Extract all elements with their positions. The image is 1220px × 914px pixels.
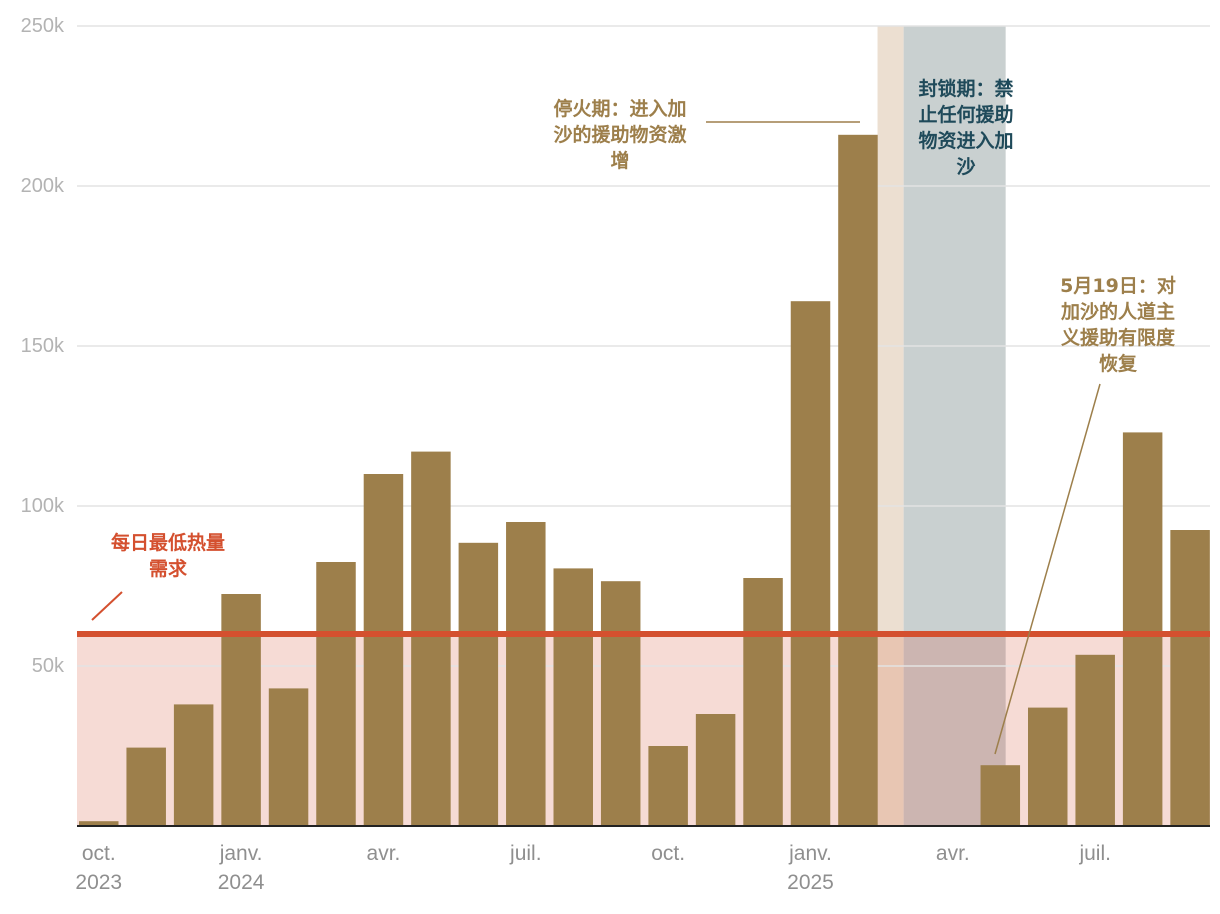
bar xyxy=(980,765,1021,826)
bar xyxy=(221,594,261,826)
bar xyxy=(648,746,688,826)
y-tick-label: 50k xyxy=(32,655,65,677)
may-19-label-line: 加沙的人道主 xyxy=(1060,300,1175,323)
ceasefire-label-line: 沙的援助物资激 xyxy=(553,123,686,146)
x-tick-line: avr. xyxy=(936,842,970,865)
x-tick-label: avr. xyxy=(936,842,970,865)
may-19-label-line: 义援助有限度 xyxy=(1061,326,1176,349)
x-tick-line: juil. xyxy=(509,842,542,865)
x-tick-label: oct. xyxy=(651,842,685,865)
threshold-label: 每日最低热量需求 xyxy=(111,531,225,580)
bar xyxy=(506,522,546,826)
x-tick-line: juil. xyxy=(1078,842,1111,865)
blockade-label-line: 沙 xyxy=(956,156,975,178)
bar xyxy=(173,704,214,826)
ceasefire-label: 停火期：进入加沙的援助物资激增 xyxy=(553,97,686,172)
y-tick-label: 200k xyxy=(21,175,65,197)
x-tick-line: janv. xyxy=(788,842,832,865)
bar xyxy=(1170,530,1210,826)
blockade-label-line: 封锁期：禁 xyxy=(918,77,1013,100)
bar xyxy=(553,568,593,826)
bar xyxy=(790,301,831,826)
annotations: 每日最低热量需求 停火期：进入加沙的援助物资激增 封锁期：禁止任何援助物资进入加沙 5… xyxy=(91,77,1176,755)
x-tick-line: oct. xyxy=(651,842,685,865)
gridlines xyxy=(77,25,1210,667)
y-tick-label: 100k xyxy=(21,495,65,517)
may-19-label-line: 5月19日：对 xyxy=(1060,274,1176,297)
bar xyxy=(411,451,451,826)
threshold-leader xyxy=(91,591,123,621)
may-19-leader xyxy=(994,383,1101,755)
bar xyxy=(838,134,878,827)
bars xyxy=(79,134,1210,827)
x-tick-line: 2025 xyxy=(787,871,834,894)
x-tick-line: oct. xyxy=(82,842,116,865)
bar xyxy=(1028,707,1068,826)
x-tick-line: janv. xyxy=(219,842,263,865)
bar xyxy=(1122,432,1163,826)
ceasefire-label-line: 增 xyxy=(610,149,629,172)
x-tick-label: janv. 2024 xyxy=(218,842,265,894)
x-tick-line: 2023 xyxy=(75,871,122,894)
x-tick-labels: oct. 2023 janv. 2024 avr. juil. oct. janv. 2025 a… xyxy=(75,842,1111,894)
blockade-label: 封锁期：禁止任何援助物资进入加沙 xyxy=(918,77,1013,178)
blockade-label-line: 物资进入加 xyxy=(918,129,1013,152)
may-19-label: 5月19日：对加沙的人道主义援助有限度恢复 xyxy=(1060,274,1176,375)
bar xyxy=(458,542,499,826)
y-tick-label: 250k xyxy=(21,15,65,37)
x-tick-line: avr. xyxy=(367,842,401,865)
threshold-label-line: 每日最低热量 xyxy=(111,531,225,554)
bar xyxy=(268,688,309,826)
bar xyxy=(600,581,641,826)
x-tick-label: juil. xyxy=(509,842,542,865)
blockade-label-line: 止任何援助 xyxy=(918,103,1013,126)
y-tick-labels: 50k 100k 150k 200k 250k xyxy=(21,15,65,677)
threshold-label-line: 需求 xyxy=(149,557,188,580)
may-19-label-line: 恢复 xyxy=(1099,352,1138,375)
bar xyxy=(743,578,783,826)
bar xyxy=(1075,654,1115,826)
bar xyxy=(316,562,356,826)
x-tick-label: juil. xyxy=(1078,842,1111,865)
x-tick-label: oct. 2023 xyxy=(75,842,122,894)
x-tick-line: 2024 xyxy=(218,871,265,894)
x-tick-label: avr. xyxy=(367,842,401,865)
y-tick-label: 150k xyxy=(21,335,65,357)
bar xyxy=(79,821,119,826)
ceasefire-label-line: 停火期：进入加 xyxy=(553,97,686,120)
bar xyxy=(126,747,166,826)
bar xyxy=(363,474,404,826)
x-tick-label: janv. 2025 xyxy=(787,842,834,894)
ceasefire-threshold-overlap xyxy=(877,634,904,826)
bar xyxy=(695,714,736,826)
